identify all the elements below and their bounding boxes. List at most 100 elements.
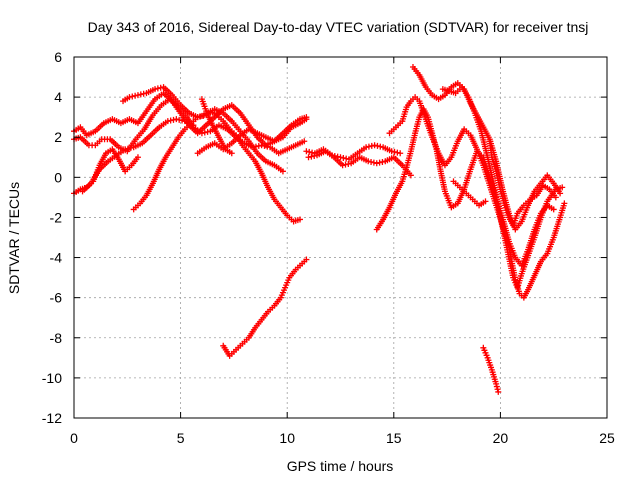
x-tick-label: 10 (279, 430, 295, 446)
y-tick-label: -4 (50, 250, 63, 266)
data-point-marker (379, 158, 386, 165)
data-point-marker (194, 114, 201, 121)
series-arc-03 (71, 146, 141, 197)
data-point-marker (132, 92, 139, 99)
series-arc-07 (194, 116, 310, 157)
y-tick-label: -10 (42, 370, 62, 386)
data-point-marker (397, 150, 404, 157)
series-arc-08 (198, 96, 235, 157)
data-point-marker (200, 112, 207, 119)
x-tick-label: 5 (177, 430, 185, 446)
data-point-marker (137, 91, 144, 98)
data-point-marker (494, 386, 501, 393)
data-point-marker (198, 130, 205, 137)
data-point-marker (343, 155, 350, 162)
data-point-marker (125, 145, 132, 152)
data-point-marker (376, 159, 383, 166)
data-point-marker (157, 84, 164, 91)
data-point-marker (179, 117, 186, 124)
data-point-marker (365, 158, 372, 165)
data-point-marker (126, 94, 133, 101)
y-tick-label: -2 (50, 209, 63, 225)
data-point-marker (559, 184, 566, 191)
x-axis-label: GPS time / hours (287, 458, 394, 474)
data-point-marker (129, 93, 136, 100)
x-tick-label: 0 (70, 430, 78, 446)
y-tick-label: 0 (54, 169, 62, 185)
data-point-marker (305, 154, 312, 161)
data-point-marker (373, 160, 380, 167)
grid (74, 57, 607, 418)
data-point-marker (552, 194, 559, 201)
data-point-marker (303, 256, 310, 263)
data-point-marker (394, 149, 401, 156)
data-point-marker (337, 154, 344, 161)
data-point-marker (374, 142, 381, 149)
x-tick-label: 15 (386, 430, 402, 446)
series-arc-05 (130, 108, 303, 225)
data-point-marker (201, 129, 208, 136)
data-point-marker (197, 113, 204, 120)
data-point-marker (482, 198, 489, 205)
data-point-marker (134, 92, 141, 99)
y-tick-label: 6 (54, 49, 62, 65)
data-point-marker (363, 144, 370, 151)
data-point-marker (264, 143, 271, 150)
data-point-marker (340, 154, 347, 161)
x-tick-label: 20 (493, 430, 509, 446)
data-point-marker (493, 383, 500, 390)
data-point-marker (152, 86, 159, 93)
data-point-marker (311, 152, 318, 159)
data-point-marker (164, 118, 171, 125)
data-point-marker (296, 216, 303, 223)
data-point-marker (557, 190, 564, 197)
series-arc-17 (486, 138, 559, 229)
y-tick-label: -6 (50, 290, 63, 306)
series-arc-09 (220, 256, 310, 359)
data-points (71, 64, 568, 395)
data-point-marker (167, 117, 174, 124)
series-arc-18 (480, 344, 502, 395)
data-point-marker (561, 200, 568, 207)
data-point-marker (370, 159, 377, 166)
data-point-marker (170, 116, 177, 123)
data-point-marker (371, 142, 378, 149)
axis-ticks: 0 5 10 15 20 25 -12 -10 -8 -6 -4 -2 0 2 4 6 (42, 49, 615, 446)
data-point-marker (301, 138, 308, 145)
data-point-marker (258, 142, 265, 149)
data-point-marker (140, 90, 147, 97)
data-point-marker (255, 142, 262, 149)
data-point-marker (368, 158, 375, 165)
series-arc-13 (386, 94, 568, 301)
series-arc-06 (120, 84, 286, 175)
data-point-marker (391, 148, 398, 155)
series-arc-16 (450, 178, 489, 209)
y-axis-label: SDTVAR / TECUs (6, 182, 22, 294)
data-point-marker (127, 144, 134, 151)
data-point-marker (368, 142, 375, 149)
chart-title: Day 343 of 2016, Sidereal Day-to-day VTE… (88, 19, 589, 35)
data-point-marker (279, 168, 286, 175)
data-point-marker (303, 116, 310, 123)
data-point-marker (342, 161, 349, 168)
data-point-marker (308, 153, 315, 160)
data-point-marker (495, 388, 502, 395)
data-point-marker (306, 148, 313, 155)
data-point-marker (388, 148, 395, 155)
data-point-marker (365, 143, 372, 150)
data-point-marker (228, 150, 235, 157)
y-tick-label: -8 (50, 330, 63, 346)
data-point-marker (339, 162, 346, 169)
data-point-marker (134, 154, 141, 161)
y-tick-label: 2 (54, 129, 62, 145)
data-point-marker (493, 380, 500, 387)
data-point-marker (204, 128, 211, 135)
series-arc-15 (439, 84, 566, 291)
data-point-marker (173, 116, 180, 123)
data-point-marker (176, 116, 183, 123)
data-point-marker (345, 160, 352, 167)
y-tick-label: 4 (54, 89, 62, 105)
data-point-marker (407, 172, 414, 179)
data-point-marker (550, 206, 557, 213)
